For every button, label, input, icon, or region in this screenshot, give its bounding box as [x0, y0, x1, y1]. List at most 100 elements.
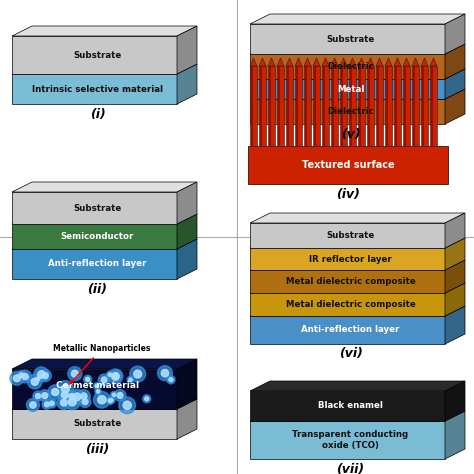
Polygon shape [250, 44, 465, 54]
Text: Substrate: Substrate [327, 231, 374, 240]
Circle shape [45, 402, 49, 407]
Polygon shape [349, 58, 356, 66]
Text: (vi): (vi) [338, 347, 363, 361]
Polygon shape [177, 399, 197, 439]
Circle shape [47, 399, 56, 408]
Polygon shape [313, 58, 320, 66]
Text: Cermet material: Cermet material [56, 381, 139, 390]
Text: Substrate: Substrate [73, 51, 122, 60]
Circle shape [19, 370, 31, 383]
Circle shape [110, 392, 117, 398]
Polygon shape [306, 66, 308, 146]
Polygon shape [403, 66, 410, 146]
Polygon shape [250, 411, 465, 421]
Polygon shape [445, 306, 465, 344]
Circle shape [19, 373, 24, 377]
Polygon shape [332, 66, 335, 146]
Circle shape [93, 383, 100, 389]
Polygon shape [413, 66, 416, 146]
Polygon shape [248, 146, 448, 184]
Polygon shape [412, 66, 419, 146]
Polygon shape [12, 239, 197, 249]
Circle shape [73, 393, 81, 401]
Polygon shape [376, 58, 383, 66]
Text: Anti-reflection layer: Anti-reflection layer [301, 326, 400, 335]
Circle shape [83, 375, 91, 383]
Polygon shape [250, 391, 445, 421]
Circle shape [145, 397, 149, 401]
Text: Anti-reflection layer: Anti-reflection layer [48, 259, 146, 268]
Polygon shape [358, 58, 365, 66]
Polygon shape [177, 26, 197, 74]
Polygon shape [12, 182, 197, 192]
Circle shape [95, 384, 99, 387]
Circle shape [161, 369, 169, 377]
Text: Transparent conducting
oxide (TCO): Transparent conducting oxide (TCO) [292, 430, 409, 450]
Circle shape [127, 376, 134, 383]
Polygon shape [12, 192, 177, 224]
Text: (ii): (ii) [88, 283, 108, 295]
Circle shape [34, 367, 49, 382]
Circle shape [108, 373, 111, 376]
Polygon shape [252, 66, 254, 146]
Polygon shape [250, 24, 445, 54]
Circle shape [108, 369, 123, 384]
Text: Metal dielectric composite: Metal dielectric composite [286, 277, 415, 286]
Circle shape [101, 377, 107, 383]
Polygon shape [331, 66, 338, 146]
Circle shape [82, 399, 88, 405]
Polygon shape [279, 66, 281, 146]
Circle shape [93, 392, 110, 408]
Polygon shape [250, 223, 445, 248]
Circle shape [71, 370, 78, 377]
Polygon shape [385, 66, 392, 146]
Polygon shape [250, 238, 465, 248]
Polygon shape [177, 239, 197, 279]
Circle shape [37, 371, 45, 378]
Polygon shape [331, 58, 338, 66]
Circle shape [39, 390, 51, 401]
Circle shape [42, 373, 48, 379]
Text: Semiconductor: Semiconductor [61, 232, 134, 241]
Polygon shape [313, 66, 320, 146]
Polygon shape [250, 306, 465, 316]
Circle shape [108, 397, 115, 403]
Circle shape [157, 366, 173, 381]
Text: Dielectric: Dielectric [327, 62, 374, 71]
Circle shape [27, 374, 42, 389]
Polygon shape [286, 58, 293, 66]
Polygon shape [430, 58, 437, 66]
Polygon shape [177, 214, 197, 249]
Polygon shape [295, 58, 302, 66]
Polygon shape [304, 66, 311, 146]
Polygon shape [250, 14, 465, 24]
Polygon shape [12, 64, 197, 74]
Circle shape [31, 378, 38, 385]
Polygon shape [250, 260, 465, 270]
Polygon shape [422, 66, 425, 146]
Polygon shape [12, 369, 177, 409]
Polygon shape [259, 66, 266, 146]
Polygon shape [431, 66, 434, 146]
Text: Metal: Metal [337, 84, 364, 93]
Circle shape [10, 372, 24, 385]
Polygon shape [368, 66, 371, 146]
Circle shape [79, 396, 91, 408]
Polygon shape [445, 213, 465, 248]
Polygon shape [295, 66, 302, 146]
Circle shape [98, 395, 106, 404]
Circle shape [95, 388, 101, 394]
Polygon shape [250, 381, 465, 391]
Circle shape [57, 381, 73, 397]
Polygon shape [376, 66, 383, 146]
Polygon shape [250, 54, 445, 79]
Polygon shape [359, 66, 362, 146]
Circle shape [36, 377, 40, 381]
Circle shape [57, 396, 71, 410]
Circle shape [61, 392, 68, 399]
Polygon shape [394, 66, 401, 146]
Polygon shape [430, 66, 437, 146]
Polygon shape [12, 249, 177, 279]
Polygon shape [445, 283, 465, 316]
Circle shape [50, 401, 54, 406]
